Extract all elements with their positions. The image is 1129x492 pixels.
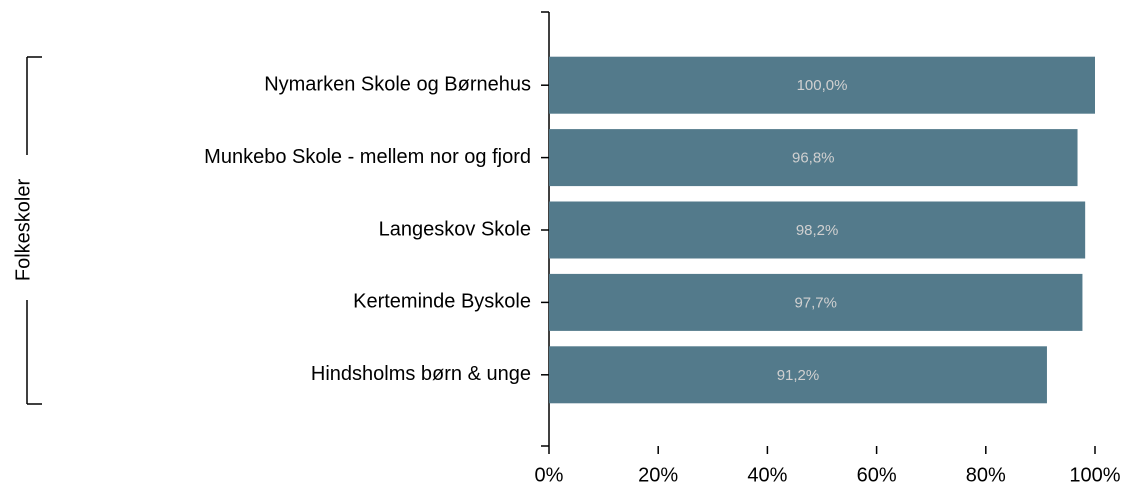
y-tick-label: Munkebo Skole - mellem nor og fjord bbox=[204, 146, 531, 168]
group-bracket bbox=[26, 56, 42, 405]
value-label: 98,2% bbox=[796, 222, 839, 239]
y-tick-label: Hindsholms børn & unge bbox=[311, 363, 531, 385]
x-tick-label: 60% bbox=[857, 464, 897, 486]
bar bbox=[549, 129, 1078, 187]
x-tick-label: 80% bbox=[966, 464, 1006, 486]
x-tick-label: 40% bbox=[747, 464, 787, 486]
bar bbox=[549, 346, 1047, 404]
y-tick-label: Langeskov Skole bbox=[379, 218, 531, 240]
bar bbox=[549, 273, 1083, 331]
bar bbox=[549, 56, 1095, 114]
x-tick-label: 100% bbox=[1069, 464, 1120, 486]
x-tick-label: 0% bbox=[535, 464, 564, 486]
group-label: Folkeskoler bbox=[12, 179, 34, 282]
value-label: 100,0% bbox=[797, 77, 848, 94]
value-label: 97,7% bbox=[794, 294, 837, 311]
value-label: 91,2% bbox=[777, 367, 820, 384]
y-tick-label: Kerteminde Byskole bbox=[353, 291, 531, 313]
bar bbox=[549, 201, 1086, 259]
value-label: 96,8% bbox=[792, 150, 835, 167]
y-tick-label: Nymarken Skole og Børnehus bbox=[264, 73, 531, 95]
x-tick-label: 20% bbox=[638, 464, 678, 486]
